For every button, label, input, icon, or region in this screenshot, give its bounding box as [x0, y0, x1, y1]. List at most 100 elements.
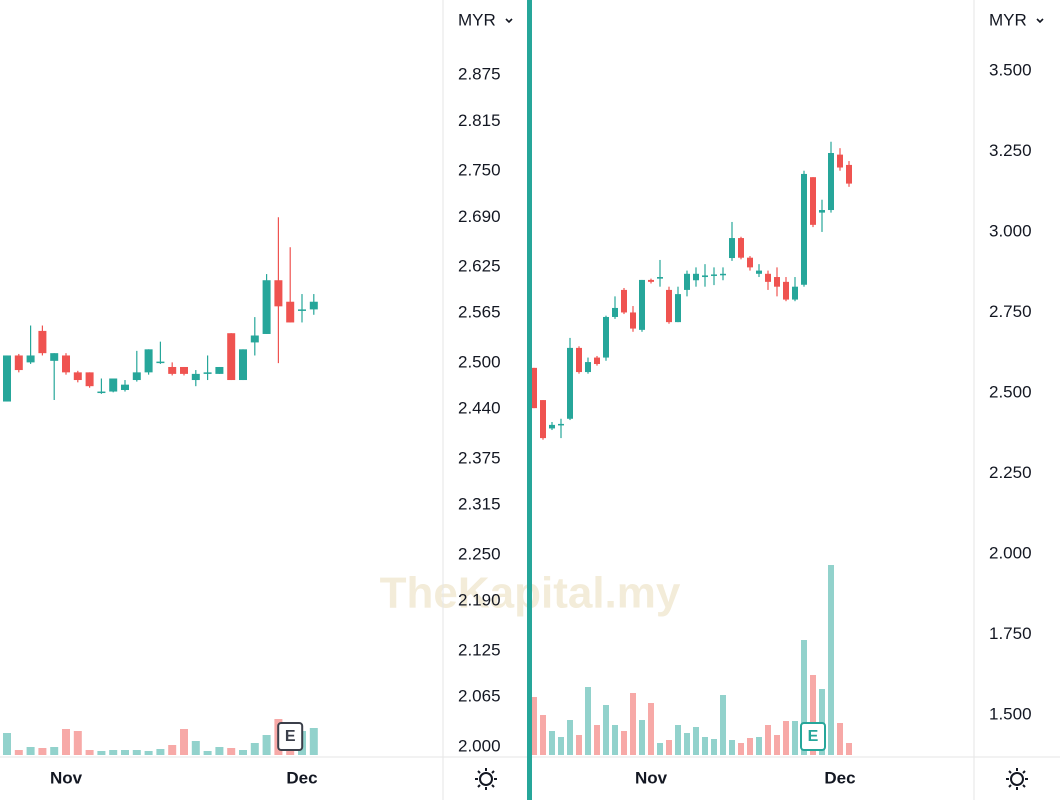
- candle-body: [774, 277, 780, 287]
- y-tick-label: 2.315: [458, 495, 501, 514]
- candle-body: [168, 366, 177, 374]
- y-tick-label: 2.750: [989, 302, 1032, 321]
- volume-bar: [675, 725, 681, 755]
- chevron: [1036, 18, 1044, 24]
- plot-area: [3, 217, 318, 755]
- plot-area: [532, 141, 852, 755]
- volume-bar: [180, 729, 188, 755]
- volume-bar: [603, 705, 609, 755]
- volume-bar: [585, 687, 591, 755]
- candle-body: [309, 301, 318, 310]
- volume-bar: [156, 749, 165, 755]
- volume-bar: [612, 725, 618, 755]
- candle-body: [203, 372, 212, 374]
- volume-bar: [549, 731, 555, 755]
- candle-body: [666, 289, 672, 323]
- candle-body: [594, 357, 600, 365]
- volume-bar: [756, 737, 762, 755]
- candle-body: [783, 281, 789, 300]
- y-tick-label: 2.190: [458, 591, 501, 610]
- candle-body: [250, 335, 259, 343]
- volume-bar: [540, 715, 546, 755]
- candle-body: [810, 177, 816, 225]
- y-tick-label: 2.000: [458, 737, 501, 756]
- y-tick-label: 2.250: [989, 463, 1032, 482]
- candle-body: [675, 294, 681, 323]
- candle-body: [227, 333, 236, 381]
- x-tick-label: Nov: [50, 768, 83, 787]
- x-tick-label: Dec: [824, 768, 855, 787]
- volume-bar: [621, 731, 627, 755]
- volume-bar: [50, 747, 59, 755]
- x-tick-label: Nov: [635, 768, 668, 787]
- candle-body: [648, 279, 654, 282]
- y-tick-label: 2.500: [989, 382, 1032, 401]
- y-tick-label: 1.750: [989, 624, 1032, 643]
- candle-body: [612, 307, 618, 317]
- volume-bar: [168, 745, 177, 755]
- candle-body: [62, 355, 70, 373]
- candle-body: [738, 238, 744, 258]
- candle-body: [630, 312, 636, 329]
- candle-body: [549, 424, 555, 429]
- candle-body: [621, 289, 627, 313]
- event-marker[interactable]: [277, 722, 304, 751]
- volume-bar: [250, 743, 259, 755]
- volume-bar: [203, 751, 212, 755]
- volume-bar: [109, 750, 118, 755]
- candle-body: [180, 366, 188, 374]
- candle-body: [657, 277, 663, 279]
- settings-icon[interactable]: [475, 768, 497, 790]
- candle-body: [97, 391, 106, 394]
- y-tick-label: 1.500: [989, 705, 1032, 724]
- volume-bar: [132, 750, 141, 755]
- volume-bar: [792, 721, 798, 755]
- settings-icon[interactable]: [1006, 768, 1028, 790]
- candle-body: [837, 154, 843, 168]
- volume-bar: [239, 750, 247, 755]
- currency-selector[interactable]: MYR: [989, 10, 1027, 29]
- event-marker[interactable]: [800, 722, 826, 751]
- volume-bar: [747, 738, 753, 755]
- candle-body: [684, 273, 690, 290]
- candle-body: [121, 384, 129, 391]
- candle-body: [132, 372, 141, 381]
- candle-body: [846, 164, 852, 184]
- volume-bar: [774, 735, 780, 755]
- candle-body: [38, 330, 47, 354]
- volume-bar: [630, 693, 636, 755]
- candle-body: [156, 361, 165, 364]
- y-tick-label: 2.565: [458, 303, 501, 322]
- volume-bar: [702, 737, 708, 755]
- candle-body: [191, 373, 200, 381]
- y-tick-label: 2.875: [458, 65, 501, 84]
- volume-bar: [532, 697, 537, 755]
- candle-body: [26, 355, 35, 363]
- volume-bar: [801, 640, 807, 755]
- candle-body: [298, 309, 306, 311]
- candle-body: [720, 273, 726, 276]
- candle-body: [639, 279, 645, 330]
- candle-body: [262, 280, 271, 334]
- candle-body: [603, 316, 609, 358]
- volume-bar: [14, 750, 23, 755]
- volume-bar: [85, 750, 94, 755]
- volume-bar: [648, 703, 654, 755]
- volume-bar: [558, 737, 564, 755]
- y-tick-label: 2.065: [458, 687, 501, 706]
- volume-bar: [837, 723, 843, 755]
- candle-body: [828, 153, 834, 211]
- volume-bar: [309, 728, 318, 755]
- candle-body: [585, 362, 591, 373]
- volume-bar: [144, 751, 153, 755]
- candle-body: [144, 349, 153, 373]
- y-tick-label: 2.440: [458, 399, 501, 418]
- candle-body: [239, 349, 247, 381]
- candle-body: [109, 378, 118, 392]
- volume-bar: [738, 743, 744, 755]
- currency-selector[interactable]: MYR: [458, 10, 496, 29]
- candle-body: [711, 274, 717, 276]
- y-tick-label: 2.500: [458, 353, 501, 372]
- volume-bar: [666, 740, 672, 755]
